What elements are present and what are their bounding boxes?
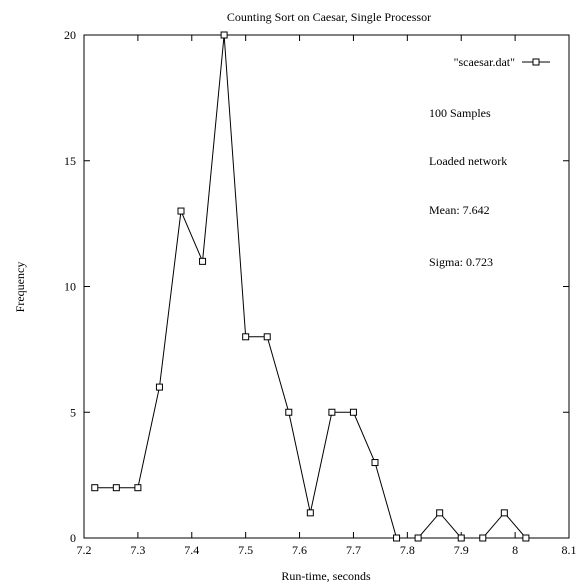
x-tick-label: 7.7 (346, 543, 361, 557)
data-point (155, 383, 163, 391)
x-tick-label: 7.3 (130, 543, 145, 557)
y-tick-label: 0 (70, 531, 76, 545)
y-axis-label: Frequency (13, 262, 27, 313)
x-tick-label: 7.8 (400, 543, 415, 557)
data-point (306, 509, 314, 517)
x-axis-ticks: 7.2 7.3 7.4 7.5 7.6 7.7 7.8 7.9 8 8.1 (77, 35, 577, 557)
data-point (328, 408, 336, 416)
data-point (371, 459, 379, 467)
data-point (349, 408, 357, 416)
data-point (220, 31, 228, 39)
x-axis-label: Run-time, seconds (281, 569, 371, 583)
legend-marker (532, 58, 540, 66)
data-point (263, 333, 271, 341)
y-tick-label: 10 (64, 280, 76, 294)
annotation-mean: Mean: 7.642 (429, 203, 490, 217)
data-point (242, 333, 250, 341)
annotation-sigma: Sigma: 0.723 (429, 255, 493, 269)
plot-frame (83, 34, 570, 539)
legend: "scaesar.dat" (454, 55, 550, 69)
series-scaesar (91, 31, 530, 542)
stats-annotations: 100 Samples Loaded network Mean: 7.642 S… (429, 106, 507, 269)
x-tick-label: 7.6 (292, 543, 307, 557)
data-point (177, 207, 185, 215)
x-tick-label: 7.9 (454, 543, 469, 557)
data-point (285, 408, 293, 416)
y-axis-ticks: 0 5 10 15 20 (64, 28, 569, 545)
annotation-network: Loaded network (429, 154, 507, 168)
data-point (500, 509, 508, 517)
y-tick-label: 5 (70, 405, 76, 419)
data-point (479, 534, 487, 542)
data-point (112, 484, 120, 492)
data-point (457, 534, 465, 542)
data-point (134, 484, 142, 492)
x-tick-label: 8 (512, 543, 518, 557)
data-point (393, 534, 401, 542)
x-tick-label: 7.5 (238, 543, 253, 557)
x-tick-label: 7.2 (77, 543, 92, 557)
data-point (199, 257, 207, 265)
data-point (522, 534, 530, 542)
data-point (436, 509, 444, 517)
annotation-samples: 100 Samples (429, 106, 491, 120)
legend-label: "scaesar.dat" (454, 55, 516, 69)
y-tick-label: 15 (64, 154, 76, 168)
data-point (91, 484, 99, 492)
chart-title: Counting Sort on Caesar, Single Processo… (227, 10, 431, 24)
y-tick-label: 20 (64, 28, 76, 42)
x-tick-label: 7.4 (184, 543, 199, 557)
x-tick-label: 8.1 (562, 543, 577, 557)
data-point (414, 534, 422, 542)
